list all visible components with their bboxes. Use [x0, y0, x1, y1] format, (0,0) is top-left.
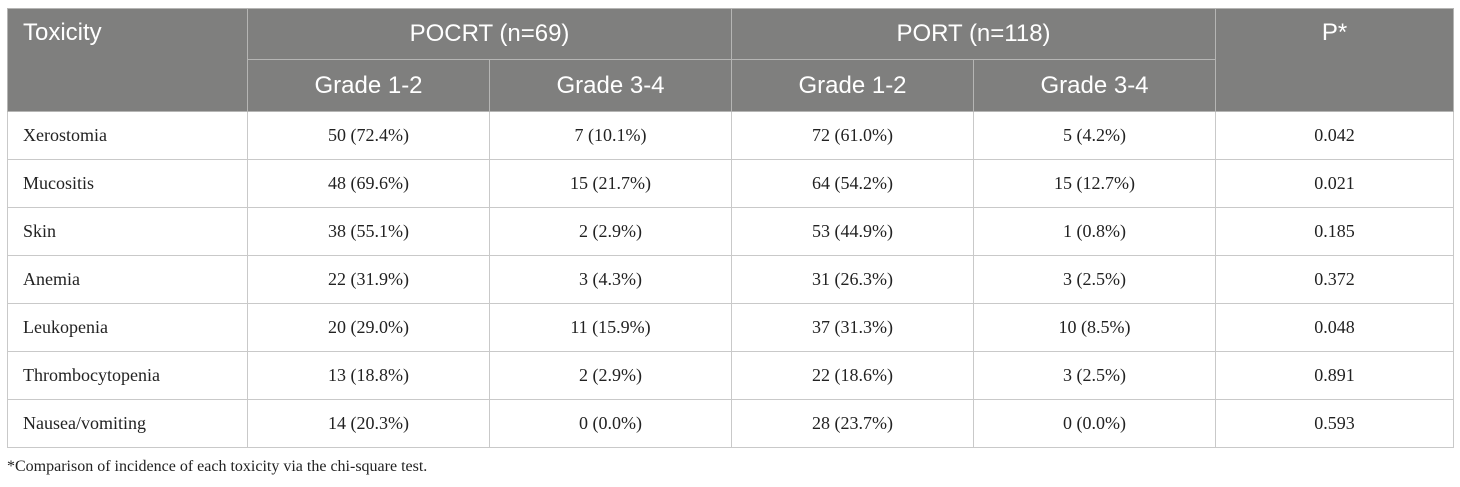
cell-toxicity-name: Thrombocytopenia	[7, 351, 248, 400]
cell-p-value: 0.021	[1215, 159, 1455, 208]
cell-port-grade-1-2: 53 (44.9%)	[731, 207, 974, 256]
cell-pocrt-grade-3-4: 15 (21.7%)	[489, 159, 732, 208]
cell-toxicity-name: Leukopenia	[7, 303, 248, 352]
cell-pocrt-grade-3-4: 0 (0.0%)	[489, 399, 732, 448]
cell-port-grade-3-4: 1 (0.8%)	[972, 207, 1217, 256]
table-row: Leukopenia 20 (29.0%) 11 (15.9%) 37 (31.3%)…	[7, 303, 1455, 352]
table-row: Thrombocytopenia 13 (18.8%) 2 (2.9%) 22 (18…	[7, 351, 1455, 400]
cell-toxicity-name: Nausea/vomiting	[7, 399, 248, 448]
table-header: Toxicity POCRT (n=69) PORT (n=118) P* Gr…	[7, 8, 1455, 112]
cell-p-value: 0.048	[1215, 303, 1455, 352]
table-row: Skin 38 (55.1%) 2 (2.9%) 53 (44.9%) 1 (0.8%)…	[7, 207, 1455, 256]
cell-port-grade-1-2: 28 (23.7%)	[731, 399, 974, 448]
cell-toxicity-name: Xerostomia	[7, 111, 248, 160]
cell-pocrt-grade-3-4: 2 (2.9%)	[489, 351, 732, 400]
header-pocrt: POCRT (n=69)	[247, 8, 732, 60]
subheader-port-grade-3-4: Grade 3-4	[972, 59, 1217, 112]
cell-pocrt-grade-3-4: 2 (2.9%)	[489, 207, 732, 256]
cell-toxicity-name: Mucositis	[7, 159, 248, 208]
cell-port-grade-3-4: 10 (8.5%)	[972, 303, 1217, 352]
table-row: Anemia 22 (31.9%) 3 (4.3%) 31 (26.3%) 3 (2.5…	[7, 255, 1455, 304]
toxicity-table: Toxicity POCRT (n=69) PORT (n=118) P* Gr…	[7, 8, 1455, 448]
subheader-pocrt-grade-1-2: Grade 1-2	[247, 59, 490, 112]
cell-port-grade-3-4: 5 (4.2%)	[972, 111, 1217, 160]
cell-port-grade-1-2: 72 (61.0%)	[731, 111, 974, 160]
cell-p-value: 0.185	[1215, 207, 1455, 256]
cell-pocrt-grade-1-2: 50 (72.4%)	[247, 111, 490, 160]
table-body: Xerostomia 50 (72.4%) 7 (10.1%) 72 (61.0%) 5…	[7, 111, 1455, 448]
table-footnote: *Comparison of incidence of each toxicit…	[7, 458, 428, 475]
cell-pocrt-grade-3-4: 11 (15.9%)	[489, 303, 732, 352]
subheader-pocrt-grade-3-4: Grade 3-4	[489, 59, 732, 112]
cell-pocrt-grade-1-2: 48 (69.6%)	[247, 159, 490, 208]
cell-port-grade-1-2: 37 (31.3%)	[731, 303, 974, 352]
cell-pocrt-grade-1-2: 38 (55.1%)	[247, 207, 490, 256]
cell-pocrt-grade-3-4: 3 (4.3%)	[489, 255, 732, 304]
table-row: Nausea/vomiting 14 (20.3%) 0 (0.0%) 28 (23.…	[7, 399, 1455, 448]
cell-p-value: 0.372	[1215, 255, 1455, 304]
cell-port-grade-3-4: 15 (12.7%)	[972, 159, 1217, 208]
cell-toxicity-name: Anemia	[7, 255, 248, 304]
table-row: Mucositis 48 (69.6%) 15 (21.7%) 64 (54.2%) 1…	[7, 159, 1455, 208]
subheader-port-grade-1-2: Grade 1-2	[731, 59, 974, 112]
cell-pocrt-grade-1-2: 22 (31.9%)	[247, 255, 490, 304]
toxicity-table-container: Toxicity POCRT (n=69) PORT (n=118) P* Gr…	[7, 8, 1455, 448]
cell-p-value: 0.891	[1215, 351, 1455, 400]
cell-pocrt-grade-1-2: 13 (18.8%)	[247, 351, 490, 400]
cell-port-grade-1-2: 31 (26.3%)	[731, 255, 974, 304]
cell-pocrt-grade-1-2: 20 (29.0%)	[247, 303, 490, 352]
header-toxicity: Toxicity	[7, 8, 248, 112]
header-port: PORT (n=118)	[730, 8, 1217, 60]
cell-port-grade-3-4: 3 (2.5%)	[972, 351, 1217, 400]
table-row: Xerostomia 50 (72.4%) 7 (10.1%) 72 (61.0%) 5…	[7, 111, 1455, 160]
cell-port-grade-1-2: 64 (54.2%)	[731, 159, 974, 208]
header-p-value: P*	[1215, 8, 1455, 112]
cell-p-value: 0.593	[1215, 399, 1455, 448]
cell-toxicity-name: Skin	[7, 207, 248, 256]
cell-p-value: 0.042	[1215, 111, 1455, 160]
cell-pocrt-grade-3-4: 7 (10.1%)	[489, 111, 732, 160]
cell-port-grade-3-4: 0 (0.0%)	[972, 399, 1217, 448]
cell-pocrt-grade-1-2: 14 (20.3%)	[247, 399, 490, 448]
cell-port-grade-3-4: 3 (2.5%)	[972, 255, 1217, 304]
cell-port-grade-1-2: 22 (18.6%)	[731, 351, 974, 400]
